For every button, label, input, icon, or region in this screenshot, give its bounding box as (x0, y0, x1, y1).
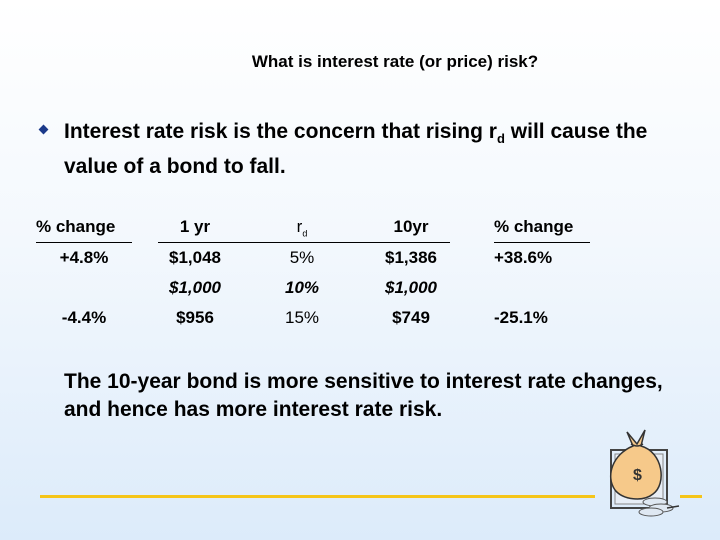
table-cell: 15% (284, 308, 320, 327)
column-1yr-price: 1 yr $1,048 $1,000 $956 (158, 212, 232, 333)
table-cell: $1,048 (169, 248, 221, 267)
column-header: % change (494, 212, 590, 243)
svg-text:$: $ (633, 467, 642, 484)
column-header: rd (232, 212, 372, 243)
column-rate: rd 5% 10% 15% (232, 212, 372, 333)
table-cell: +4.8% (59, 248, 109, 267)
table-cell: $1,000 (169, 278, 221, 297)
accent-divider-right (680, 495, 702, 498)
column-short-change: % change +4.8% -4.4% (36, 212, 132, 333)
table-cell (36, 273, 132, 303)
table-cell: +38.6% (494, 248, 553, 267)
slide-title: What is interest rate (or price) risk? (0, 52, 720, 72)
rate-header-text: r (296, 217, 303, 236)
column-header: 10yr (372, 212, 450, 243)
bullet-point: Interest rate risk is the concern that r… (38, 118, 660, 181)
table-cell: $956 (176, 308, 214, 327)
diamond-bullet-icon (38, 124, 49, 135)
bullet-text-before: Interest rate risk is the concern that r… (64, 120, 497, 143)
slide-title-text: What is interest rate (or price) risk? (251, 52, 539, 71)
money-bag-icon: $ (610, 429, 680, 517)
conclusion-text: The 10-year bond is more sensitive to in… (64, 370, 663, 421)
table-cell: -25.1% (494, 308, 548, 327)
table-cell: $1,386 (385, 248, 437, 267)
table-cell: -4.4% (61, 308, 107, 327)
column-long-change: % change +38.6% -25.1% (494, 212, 590, 333)
table-cell (494, 273, 590, 303)
accent-divider (40, 495, 595, 498)
column-header: % change (36, 212, 132, 243)
rate-header-subscript: d (302, 228, 308, 239)
table-cell: $1,000 (385, 278, 437, 297)
column-10yr-price: 10yr $1,386 $1,000 $749 (372, 212, 450, 333)
bullet-subscript: d (496, 131, 505, 147)
bullet-text-after: will cause the value of a bond to fall. (64, 120, 648, 179)
table-cell: $749 (392, 308, 430, 327)
bullet-text: Interest rate risk is the concern that r… (64, 118, 660, 181)
table-cell: 10% (284, 278, 320, 297)
table-cell: 5% (289, 248, 315, 267)
column-header: 1 yr (158, 212, 232, 243)
